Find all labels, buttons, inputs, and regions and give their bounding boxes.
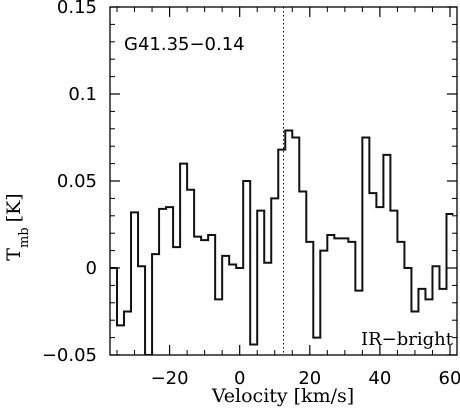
- x-tick-label: 60: [439, 368, 460, 389]
- spectrum-trace-layer: [110, 129, 454, 355]
- y-axis-title-subscript: mb: [17, 227, 32, 248]
- x-tick-label: −20: [151, 368, 189, 389]
- x-tick-label: 40: [368, 368, 391, 389]
- x-tick-label: 20: [298, 368, 321, 389]
- y-tick-label: 0.1: [68, 84, 97, 105]
- classification-annotation: IR−bright: [361, 329, 454, 350]
- y-tick-label: 0.15: [57, 0, 97, 18]
- x-tick-label: 0: [234, 368, 245, 389]
- y-axis-title: Tmb [K]: [3, 193, 32, 260]
- tick-layer: −20 0 20 40 60 −0.05 0 0.05 0.1 0.15: [42, 0, 460, 389]
- y-tick-label: −0.05: [42, 345, 97, 366]
- spectrum-histogram-line: [110, 129, 454, 355]
- y-tick-label: 0.05: [57, 171, 97, 192]
- y-axis-title-unit: [K]: [3, 193, 25, 222]
- y-axis-title-main: T: [3, 248, 25, 261]
- source-name-annotation: G41.35−0.14: [124, 34, 245, 55]
- y-tick-label: 0: [86, 258, 97, 279]
- x-axis-title: Velocity [km/s]: [211, 385, 354, 407]
